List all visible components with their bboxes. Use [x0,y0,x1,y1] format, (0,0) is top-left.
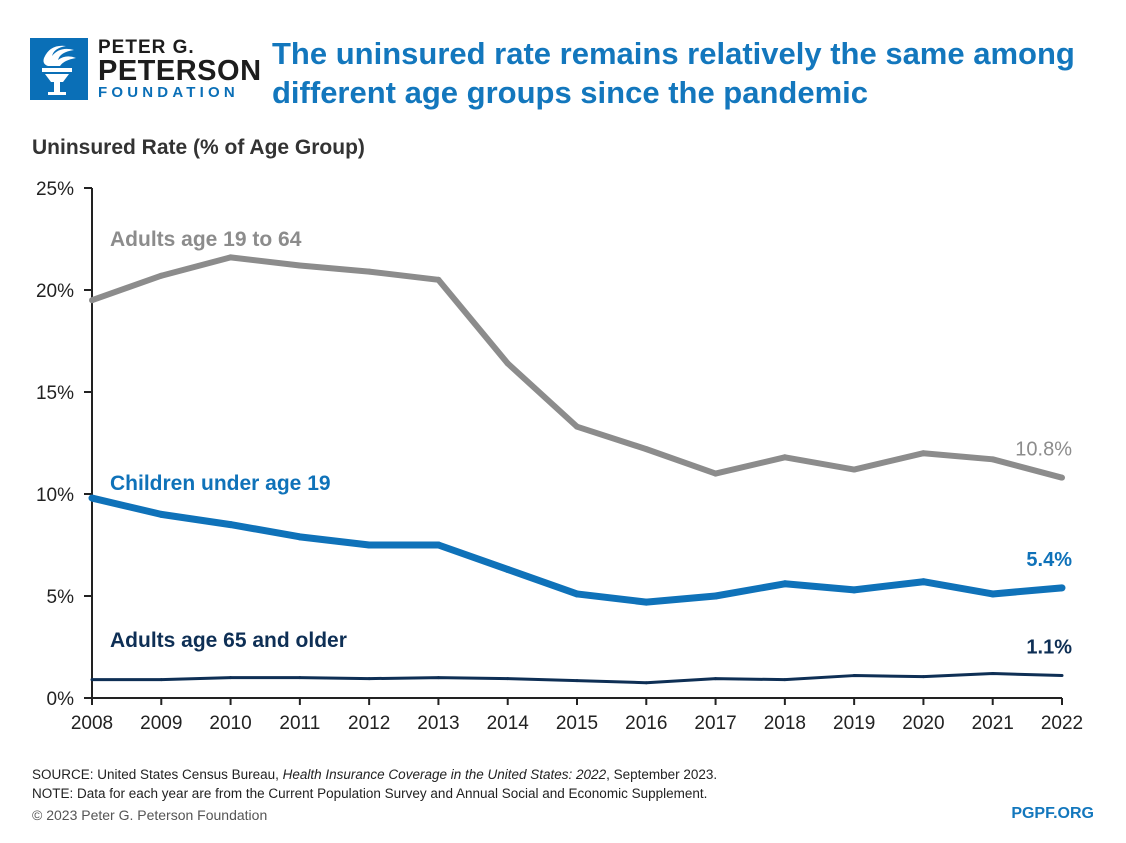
source-note: SOURCE: United States Census Bureau, Hea… [32,767,717,782]
series-label-adults-19-64: Adults age 19 to 64 [110,228,302,251]
data-point-adults-19-64 [158,272,165,279]
data-point-adults-19-64 [920,450,927,457]
data-point-adults-65-plus [436,676,440,680]
logo: PETER G. PETERSON FOUNDATION [30,37,262,104]
x-tick-label: 2011 [279,713,320,734]
series-line-children-under-19 [91,494,1063,606]
copyright: © 2023 Peter G. Peterson Foundation [32,807,268,823]
data-point-adults-19-64 [851,466,858,473]
data-point-adults-65-plus [298,676,302,680]
x-tick-label: 2019 [833,713,875,734]
data-point-adults-65-plus [90,678,94,682]
data-point-adults-65-plus [714,677,718,681]
logo-line-2: PETERSON [98,55,262,87]
y-tick-label: 5% [47,587,75,608]
data-point-children-under-19 [712,592,720,600]
data-point-adults-19-64 [1059,474,1065,481]
data-point-adults-65-plus [506,677,510,681]
data-point-children-under-19 [573,590,581,598]
y-tick-label: 0% [47,689,75,710]
data-point-adults-65-plus [367,677,371,681]
x-tick-label: 2018 [764,713,806,734]
data-point-children-under-19 [296,533,304,541]
data-point-adults-19-64 [712,470,719,477]
data-point-children-under-19 [365,541,373,549]
y-tick-label: 10% [36,485,74,506]
torch-logo-icon [30,38,88,100]
data-note: NOTE: Data for each year are from the Cu… [32,786,708,801]
series-line-adults-19-64 [91,254,1063,481]
x-tick-label: 2013 [417,713,459,734]
data-point-adults-65-plus [921,675,925,679]
data-point-adults-19-64 [781,454,788,461]
data-point-adults-19-64 [435,276,442,283]
end-value-label-adults-19-64: 10.8% [1015,439,1072,461]
series-label-children-under-19: Children under age 19 [110,472,331,495]
data-point-adults-19-64 [504,360,511,367]
chart-title-line-1: The uninsured rate remains relatively th… [272,36,1075,71]
source-suffix: , September 2023. [606,767,718,782]
data-point-adults-19-64 [227,254,234,261]
source-title: Health Insurance Coverage in the United … [282,767,607,782]
data-point-adults-19-64 [89,297,95,304]
data-point-children-under-19 [434,541,442,549]
data-point-children-under-19 [781,580,789,588]
x-tick-label: 2020 [902,713,944,734]
x-tick-label: 2022 [1041,713,1083,734]
x-tick-label: 2015 [556,713,598,734]
data-point-adults-19-64 [574,423,580,430]
site-link[interactable]: PGPF.ORG [1011,805,1094,822]
data-point-adults-65-plus [783,678,787,682]
data-point-adults-65-plus [644,681,648,685]
chart-title: The uninsured rate remains relatively th… [272,34,1092,112]
data-point-adults-19-64 [296,262,303,269]
data-point-children-under-19 [157,510,165,518]
y-axis-title: Uninsured Rate (% of Age Group) [32,136,365,159]
data-point-adults-19-64 [989,456,996,463]
source-prefix: SOURCE: United States Census Bureau, [32,767,283,782]
data-point-adults-19-64 [643,446,650,453]
x-tick-label: 2017 [694,713,736,734]
x-tick-label: 2021 [972,713,1014,734]
x-tick-label: 2009 [140,713,182,734]
data-point-adults-65-plus [852,674,856,678]
data-point-children-under-19 [88,494,96,502]
data-point-children-under-19 [850,586,858,594]
logo-line-1: PETER G. [98,37,195,58]
x-tick-label: 2014 [487,713,530,734]
y-tick-label: 15% [36,383,74,404]
chart-title-line-2: different age groups since the pandemic [272,75,869,110]
x-tick-label: 2010 [209,713,251,734]
data-point-adults-65-plus [991,672,995,676]
x-tick-label: 2012 [348,713,390,734]
end-value-label-children-under-19: 5.4% [1026,549,1072,571]
y-tick-label: 20% [36,281,74,302]
data-point-children-under-19 [919,578,927,586]
data-point-adults-65-plus [229,676,233,680]
data-point-children-under-19 [1058,584,1066,592]
logo-line-3: FOUNDATION [98,84,239,101]
data-point-adults-65-plus [159,678,163,682]
y-tick-label: 25% [36,179,74,200]
data-point-children-under-19 [504,565,512,573]
end-value-label-adults-65-plus: 1.1% [1026,637,1072,659]
data-point-adults-19-64 [366,268,373,275]
data-point-adults-65-plus [575,679,579,683]
data-point-adults-65-plus [1060,674,1064,678]
data-point-children-under-19 [989,590,997,598]
data-point-children-under-19 [227,521,235,529]
x-tick-label: 2008 [71,713,113,734]
series-label-adults-65-plus: Adults age 65 and older [110,629,347,652]
data-point-children-under-19 [642,598,650,606]
x-tick-label: 2016 [625,713,667,734]
